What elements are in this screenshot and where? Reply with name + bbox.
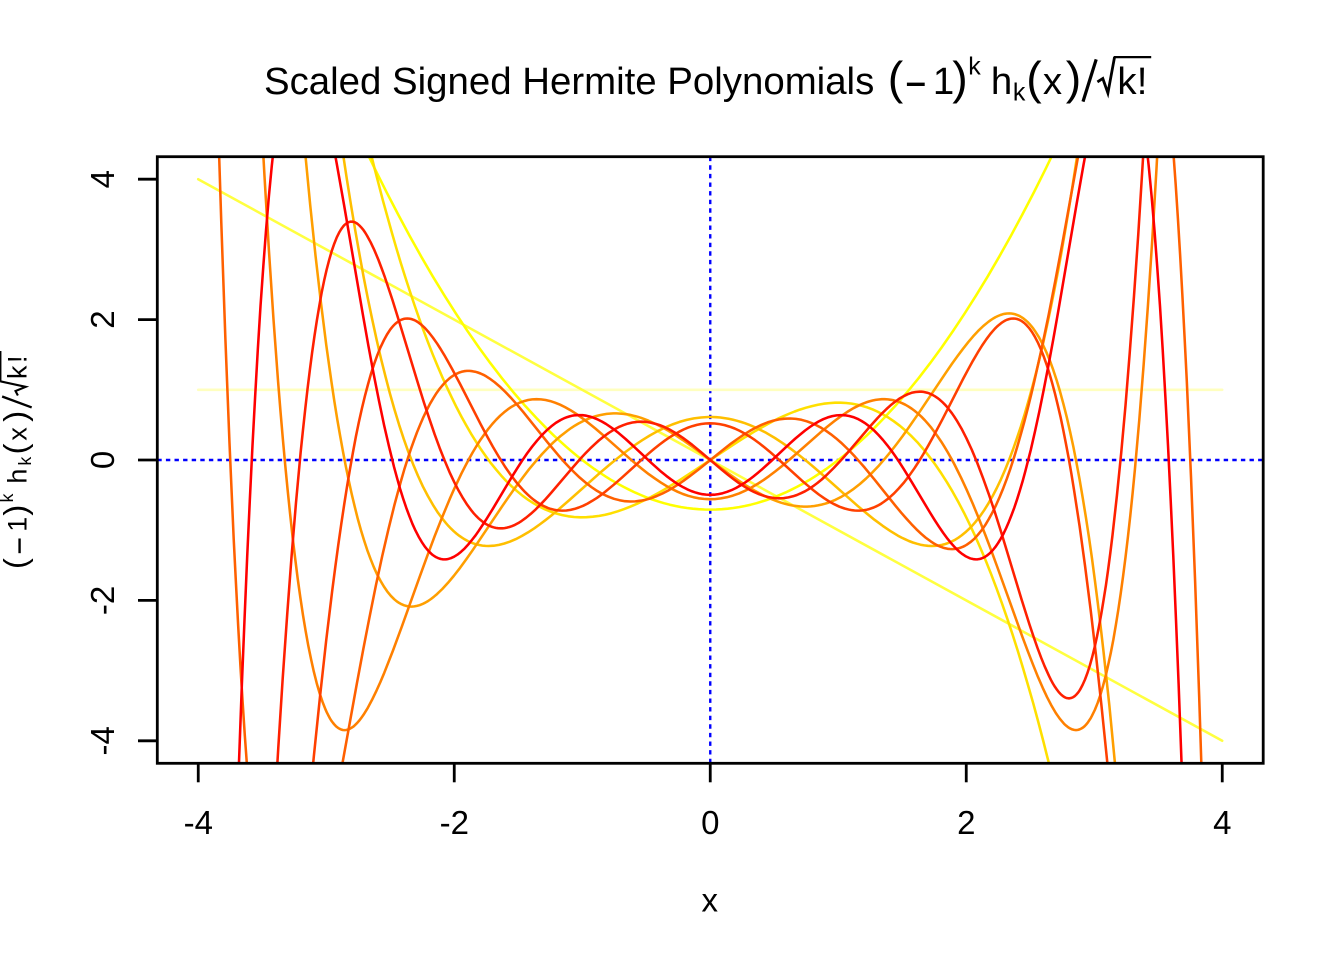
svg-text:-4: -4 (184, 804, 213, 841)
svg-text:-4: -4 (84, 726, 121, 755)
svg-text:4: 4 (84, 170, 121, 188)
svg-text:2: 2 (957, 804, 975, 841)
svg-text:x: x (701, 882, 718, 919)
svg-text:4: 4 (1213, 804, 1231, 841)
svg-text:Scaled Signed Hermite Polynomi: Scaled Signed Hermite Polynomials (264, 60, 874, 103)
svg-text:0: 0 (84, 451, 121, 469)
svg-text:-2: -2 (84, 586, 121, 615)
svg-text:2: 2 (84, 310, 121, 328)
svg-text:0: 0 (701, 804, 719, 841)
svg-text:-2: -2 (440, 804, 469, 841)
